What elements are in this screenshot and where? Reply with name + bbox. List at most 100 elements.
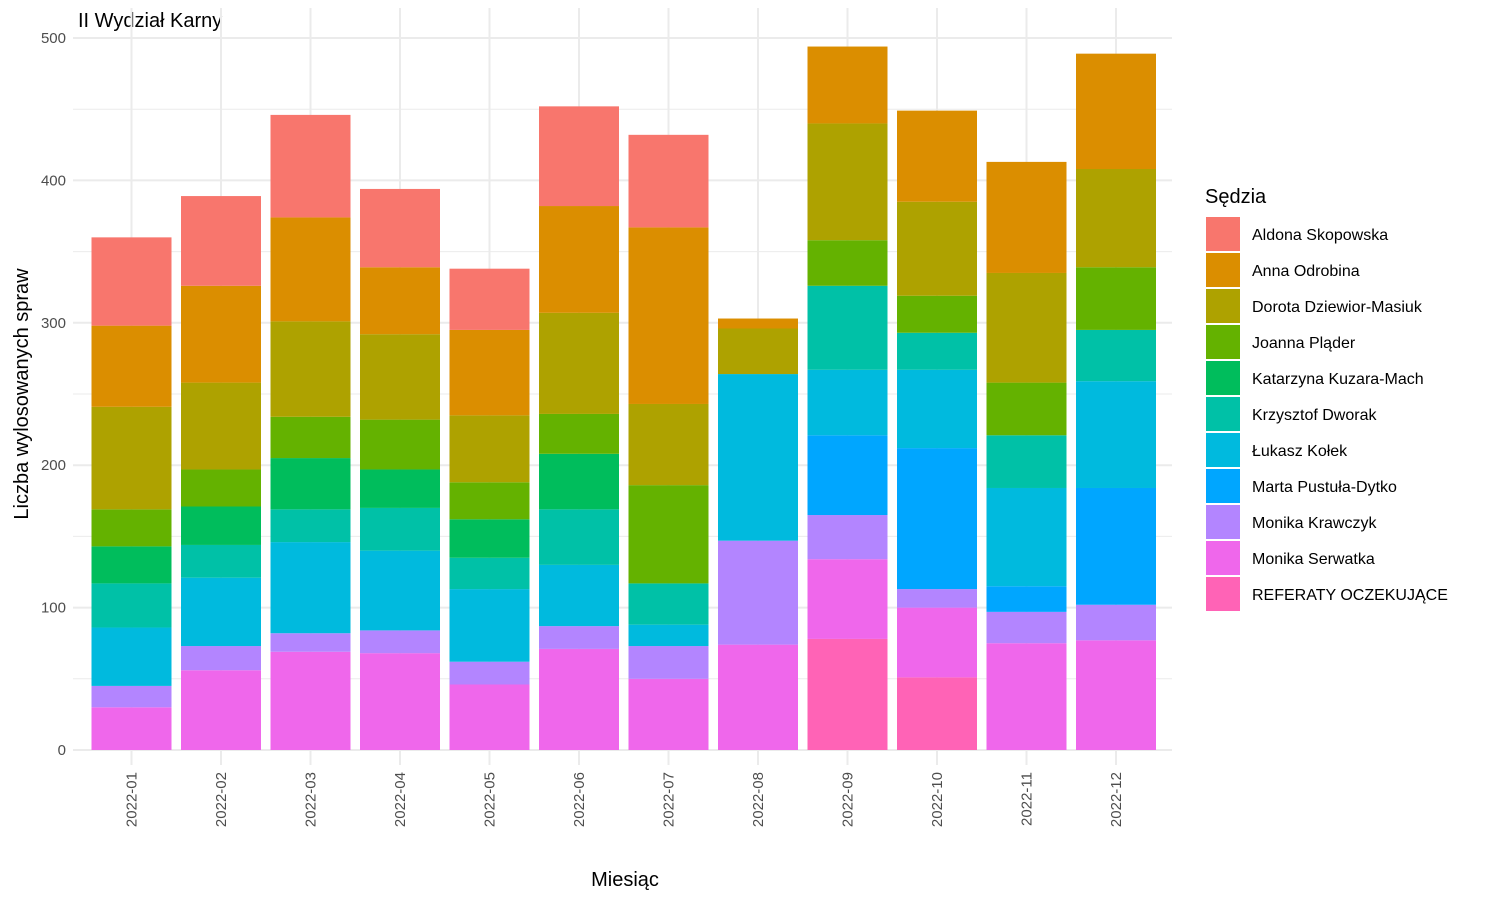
bar-segment [897,589,977,608]
legend-key [1206,325,1240,359]
y-tick-label: 500 [41,30,66,47]
legend-label: Aldona Skopowska [1252,227,1388,244]
bar-segment [270,651,351,750]
legend-title: Sędzia [1205,186,1267,208]
bar-segment [718,644,798,750]
bar-segment [539,312,619,414]
legend-label: Łukasz Kołek [1252,443,1348,460]
y-tick-label: 400 [41,172,66,189]
y-tick-label: 100 [41,600,66,617]
x-tick-label: 2022-09 [840,772,857,827]
bar-segment [718,318,798,329]
bar-segment [897,607,977,678]
legend-label: Katarzyna Kuzara-Mach [1252,371,1424,388]
x-tick-label: 2022-10 [929,772,946,827]
bar-segment [807,46,888,124]
x-tick-label: 2022-06 [571,772,588,827]
bar-segment [986,272,1067,383]
bar-segment [1076,329,1156,382]
x-tick-label: 2022-12 [1108,772,1125,827]
bar-segment [270,458,351,510]
bar-segment [807,435,888,516]
x-tick-label: 2022-07 [661,772,678,827]
bar-segment [539,509,619,565]
bar-segment [449,415,530,483]
bar-segment [897,332,977,370]
bar-segment [181,382,261,470]
legend-label: Monika Krawczyk [1252,515,1377,532]
bar-segment [91,583,172,628]
x-tick-label: 2022-08 [750,772,767,827]
legend-key [1206,253,1240,287]
x-axis-title: Miesiąc [591,869,659,891]
legend-label: Marta Pustuła-Dytko [1252,479,1397,496]
bar-segment [91,707,172,750]
bar-segment [986,435,1067,488]
legend-key [1206,361,1240,395]
bar-segment [360,469,440,508]
bar-segment [360,188,440,268]
legend-key [1206,541,1240,575]
bar-segment [91,237,172,326]
bar-segment [718,540,798,645]
bar-segment [181,646,261,671]
bar-segment [807,638,888,750]
bar-segment [270,114,351,218]
bar-segment [360,630,440,654]
bar-segment [807,369,888,436]
x-tick-label: 2022-03 [303,772,320,827]
legend-label: Dorota Dziewior-Masiuk [1252,299,1423,316]
bar-segment [181,506,261,545]
legend-key [1206,577,1240,611]
bar-segment [270,509,351,543]
legend-key [1206,289,1240,323]
legend-label: Joanna Pląder [1252,335,1356,352]
legend-key [1206,433,1240,467]
bar-segment [360,267,440,335]
y-axis-title: Liczba wylosowanych spraw [11,268,33,520]
bar-segment [628,678,709,750]
bar-segment [1076,640,1156,750]
bar-segment [91,325,172,407]
y-tick-label: 200 [41,457,66,474]
bar-segment [270,321,351,417]
bar-segment [360,507,440,551]
bar-segment [628,227,709,404]
bar-segment [628,646,709,679]
bar-segment [897,677,977,750]
x-tick-label: 2022-11 [1019,772,1036,826]
bar-segment [539,206,619,313]
bar-segment [449,684,530,750]
bar-segment [897,201,977,296]
bar-segment [897,448,977,590]
x-tick-label: 2022-02 [213,772,230,827]
bar-segment [539,648,619,750]
bar-segment [360,550,440,631]
bar-segment [360,419,440,470]
bar-segment [181,196,261,286]
y-tick-label: 0 [58,742,66,759]
legend: Aldona Skopowska Anna Odrobina Dorota Dzie… [1206,217,1448,611]
bar-segment [449,268,530,330]
bar-segment [360,334,440,420]
bar-segment [181,577,261,647]
bar-segment [897,110,977,202]
bar-segment [897,369,977,449]
bar-segment [270,542,351,634]
bar-segment [1076,487,1156,605]
bar-segment [539,564,619,627]
bar-segment [181,469,261,507]
bar-segment [986,643,1067,750]
bar-segment [181,670,261,750]
bar-segment [91,509,172,547]
legend-key [1206,217,1240,251]
bar-segment [1076,381,1156,488]
bar-segment [628,485,709,584]
bar-segment [360,653,440,750]
bar-segment [807,559,888,639]
bar-segment [628,403,709,486]
bar-segment [270,633,351,652]
bar-segment [986,382,1067,436]
bar-segment [897,295,977,333]
bars [91,46,1156,750]
